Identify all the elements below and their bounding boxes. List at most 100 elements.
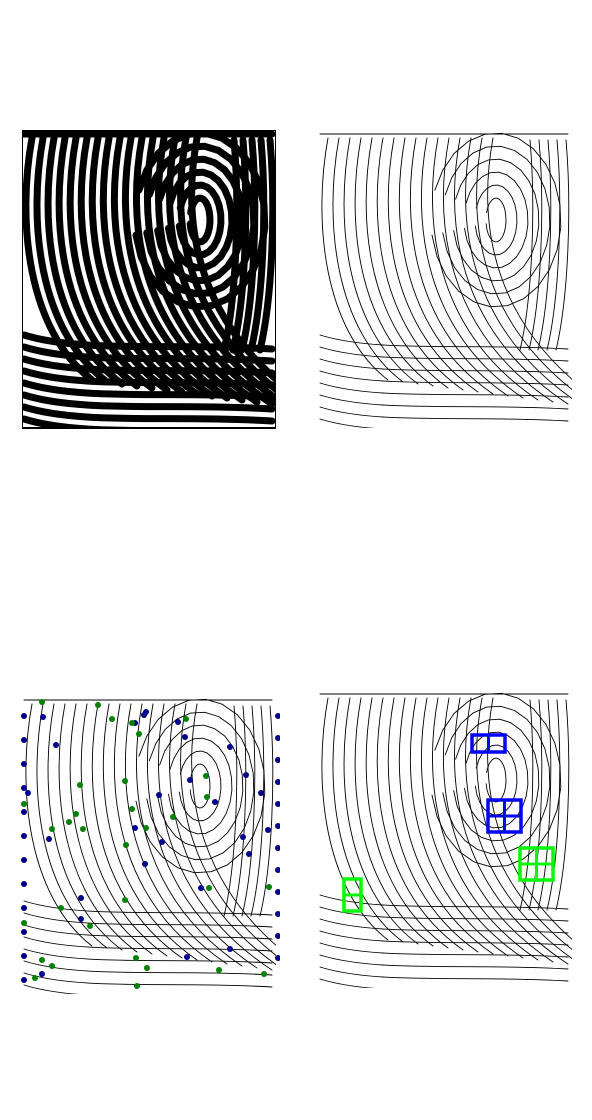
termination-point: [246, 851, 252, 857]
ridge-line: [464, 171, 529, 269]
ridge-line: [431, 132, 562, 308]
bifurcation-point: [216, 967, 222, 973]
ridge-line: [22, 415, 238, 428]
ridge-pattern: [22, 130, 276, 428]
detected-regions-image: [319, 692, 572, 988]
termination-point: [258, 790, 264, 796]
binary-frame: [22, 130, 276, 429]
bifurcation-point: [206, 885, 212, 891]
ridge-line: [474, 184, 518, 256]
ridge-line: [102, 703, 198, 961]
ridge-line: [241, 705, 256, 917]
ridge-line: [66, 134, 156, 392]
ridge-line: [238, 136, 259, 354]
ridge-line: [319, 370, 569, 386]
ridge-line: [91, 703, 183, 959]
bifurcation-point: [133, 955, 139, 961]
ridge-line: [555, 699, 570, 911]
termination-point: [141, 712, 147, 718]
ridge-line: [332, 697, 404, 943]
ridge-line: [537, 139, 552, 351]
ridge-line: [319, 346, 569, 362]
ridge-line: [519, 139, 534, 351]
ridge-line: [519, 699, 534, 911]
ridge-line: [487, 137, 572, 380]
termination-point: [21, 833, 27, 839]
ridge-line: [36, 703, 108, 949]
clipped-content: [22, 130, 276, 428]
ridge-line: [191, 703, 276, 946]
termination-point: [184, 954, 190, 960]
ridge-line: [229, 136, 250, 354]
termination-point: [275, 779, 280, 785]
bifurcation-point: [32, 975, 38, 981]
termination-point: [275, 933, 280, 939]
termination-point: [243, 772, 249, 778]
ridge-line: [23, 984, 80, 994]
termination-point: [25, 790, 31, 796]
ridge-line: [376, 137, 464, 391]
bifurcation-point: [204, 794, 210, 800]
bifurcation-point: [109, 716, 115, 722]
termination-point: [21, 857, 27, 863]
ridge-line: [180, 703, 276, 956]
bifurcation-point: [77, 782, 83, 788]
ridge-line: [223, 705, 238, 917]
region-box-secondary: [342, 877, 363, 913]
ridge-line: [409, 697, 509, 957]
bifurcation-point: [39, 699, 45, 705]
ridge-line: [69, 703, 153, 955]
termination-point: [275, 757, 280, 763]
ridge-line: [146, 711, 255, 861]
ridge-line: [124, 703, 228, 965]
ridge-line: [546, 699, 561, 911]
ridge-line: [409, 137, 509, 397]
bifurcation-point: [203, 773, 209, 779]
ridge-line: [23, 936, 273, 952]
ridge-line: [220, 136, 241, 354]
ridge-line: [365, 697, 449, 949]
bifurcation-point: [143, 825, 149, 831]
termination-point: [40, 714, 46, 720]
ridge-line: [22, 403, 276, 425]
ridge-line: [319, 406, 569, 422]
region-box-primary: [470, 733, 507, 754]
termination-point: [275, 845, 280, 851]
ridge-line: [398, 137, 494, 395]
ridge-line: [321, 697, 389, 941]
termination-point: [78, 895, 84, 901]
ridge-line: [319, 918, 569, 934]
ridge-line: [23, 924, 273, 940]
ridge-line: [319, 382, 569, 398]
termination-point: [39, 971, 45, 977]
ridge-line: [343, 697, 419, 945]
ridge-line: [431, 692, 562, 868]
bifurcation-point: [123, 842, 129, 848]
ridge-line: [88, 134, 186, 396]
ridge-pattern: [23, 698, 276, 994]
termination-point: [187, 777, 193, 783]
termination-point: [53, 742, 59, 748]
termination-point: [156, 792, 162, 798]
termination-point: [142, 861, 148, 867]
ridge-line: [321, 137, 389, 381]
termination-point: [21, 737, 27, 743]
bifurcation-point: [21, 801, 27, 807]
bifurcation-point: [122, 897, 128, 903]
ridge-line: [55, 134, 141, 390]
bifurcation-point: [122, 778, 128, 784]
bifurcation-point: [80, 826, 86, 832]
termination-point: [78, 916, 84, 922]
bifurcation-point: [39, 957, 45, 963]
termination-point: [275, 955, 280, 961]
ridge-line: [319, 358, 569, 374]
clipped-content: [319, 692, 572, 988]
region-box-secondary: [518, 846, 555, 882]
ridge-line: [528, 699, 543, 911]
ridge-line: [398, 697, 494, 955]
termination-point: [21, 953, 27, 959]
bifurcation-point: [95, 702, 101, 708]
termination-point: [265, 827, 271, 833]
ridge-line: [332, 137, 404, 383]
bifurcation-point: [170, 814, 176, 820]
